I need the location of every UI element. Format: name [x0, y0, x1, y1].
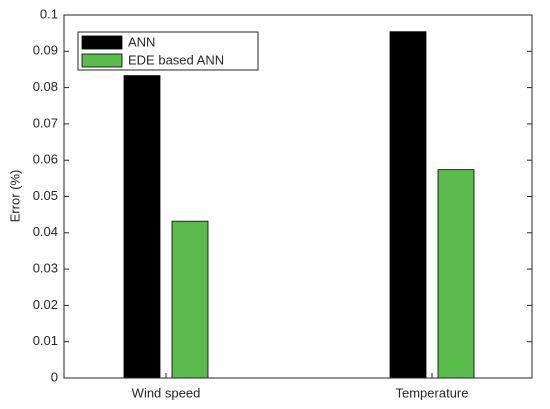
- x-tick-label: Wind speed: [132, 385, 201, 400]
- y-tick-label: 0.07: [33, 115, 58, 130]
- y-tick-label: 0.02: [33, 297, 58, 312]
- legend-swatch: [81, 53, 123, 68]
- y-tick-label: 0.04: [33, 224, 58, 239]
- y-tick-label: 0.03: [33, 261, 58, 276]
- y-tick-label: 0.06: [33, 152, 58, 167]
- y-tick-label: 0.08: [33, 79, 58, 94]
- bar: [437, 169, 475, 379]
- y-tick-label: 0.05: [33, 188, 58, 203]
- y-tick-label: 0.1: [40, 6, 58, 21]
- bar: [171, 220, 209, 379]
- bar: [123, 75, 161, 379]
- y-axis-label: Error (%): [7, 170, 22, 223]
- legend-swatch: [81, 35, 123, 50]
- y-tick-label: 0.09: [33, 43, 58, 58]
- legend-label: ANN: [128, 34, 155, 49]
- y-tick-label: 0.01: [33, 333, 58, 348]
- x-tick-label: Temperature: [396, 385, 469, 400]
- bar: [389, 31, 427, 379]
- plot-frame: [63, 14, 533, 379]
- legend-label: EDE based ANN: [128, 52, 224, 67]
- y-tick-label: 0: [51, 369, 58, 384]
